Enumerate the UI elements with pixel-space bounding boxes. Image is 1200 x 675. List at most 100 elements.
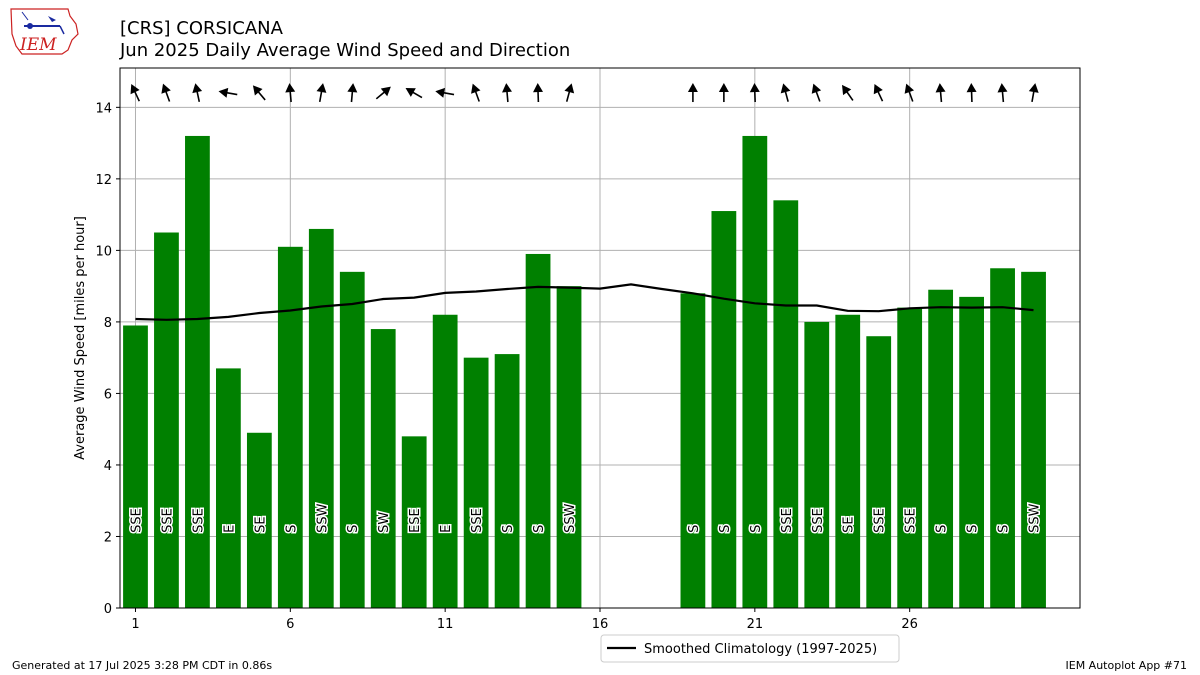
x-tick-label: 26 <box>901 617 918 632</box>
y-tick-label: 6 <box>104 387 112 402</box>
wind-bar <box>556 286 582 608</box>
direction-label: SSW <box>563 503 578 533</box>
wind-bar <box>835 314 861 608</box>
climatology-line <box>135 283 1034 321</box>
wind-arrow-icon <box>218 87 238 98</box>
direction-label: SSE <box>780 508 795 533</box>
wind-arrow-icon <box>316 83 327 103</box>
wind-bar <box>773 200 799 609</box>
wind-arrow-icon <box>997 83 1008 103</box>
direction-label: S <box>997 525 1012 533</box>
wind-bar <box>897 307 923 608</box>
legend-label: Smoothed Climatology (1997-2025) <box>644 642 877 657</box>
x-tick-label: 21 <box>747 617 764 632</box>
chart-title: Jun 2025 Daily Average Wind Speed and Di… <box>120 40 571 61</box>
iem-logo-icon: IEM <box>10 8 79 55</box>
y-tick-label: 0 <box>104 602 112 617</box>
wind-bar <box>339 271 365 608</box>
direction-label: S <box>284 525 299 533</box>
wind-arrow-icon <box>533 83 544 103</box>
direction-label: SSW <box>1028 503 1043 533</box>
wind-arrow-icon <box>718 83 729 103</box>
wind-arrow-icon <box>130 83 141 102</box>
direction-label: S <box>501 525 516 533</box>
wind-arrow-icon <box>873 83 884 102</box>
wind-arrow-icon <box>904 83 915 102</box>
wind-bar <box>246 432 272 608</box>
direction-label: SSE <box>160 508 175 533</box>
wind-arrow-icon <box>285 83 296 103</box>
direction-label: S <box>532 525 547 533</box>
direction-label: E <box>439 525 454 533</box>
wind-bar <box>463 357 489 608</box>
wind-bar <box>370 329 396 608</box>
wind-bar <box>154 232 179 609</box>
wind-bar <box>308 228 334 608</box>
wind-arrow-icon <box>192 83 203 103</box>
wind-arrow-icon <box>347 83 358 103</box>
wind-arrow-icon <box>252 85 266 101</box>
wind-bar <box>680 293 706 608</box>
wind-bar <box>216 368 241 608</box>
wind-bar <box>401 436 427 608</box>
wind-arrow-icon <box>161 83 171 102</box>
direction-label: S <box>687 525 702 533</box>
direction-label: S <box>935 525 950 533</box>
logo-text: IEM <box>19 35 57 55</box>
chart-title-station: [CRS] CORSICANA <box>120 18 283 39</box>
y-axis-ticks: 0 2 4 6 8 10 12 14 <box>95 101 120 617</box>
direction-label: SSE <box>811 508 826 533</box>
wind-arrow-icon <box>687 83 698 103</box>
wind-bar <box>494 354 520 608</box>
direction-label: SSE <box>191 508 206 533</box>
x-tick-label: 6 <box>286 617 294 632</box>
wind-bar <box>711 211 737 608</box>
wind-arrow-icon <box>966 83 977 103</box>
wind-arrow-icon <box>435 87 455 98</box>
legend-box <box>600 634 900 663</box>
direction-label: SSE <box>904 508 919 533</box>
wind-arrow-icon <box>375 86 391 100</box>
wind-arrow-icon <box>502 83 512 103</box>
wind-arrow-icon <box>842 84 854 101</box>
y-tick-label: 8 <box>104 316 112 331</box>
x-axis-ticks: 1 6 11 16 21 26 <box>131 608 918 632</box>
wind-bar <box>185 135 210 608</box>
wind-arrows <box>130 83 1039 103</box>
wind-arrow-icon <box>780 83 791 102</box>
direction-label: S <box>749 525 764 533</box>
direction-labels: SSE SSE SSE E SE S SSW S SW ESE E SSE S S SSW S S S SSE SSE… <box>128 502 1044 535</box>
direction-label: SE <box>253 516 268 532</box>
wind-arrow-icon <box>564 83 575 102</box>
y-tick-label: 10 <box>95 244 112 259</box>
wind-arrow-icon <box>749 83 760 103</box>
direction-label: SSE <box>470 508 485 533</box>
wind-bar <box>990 268 1015 608</box>
app-id: IEM Autoplot App #71 <box>1065 659 1188 672</box>
wind-bar <box>804 321 830 608</box>
wind-bar <box>959 296 984 608</box>
y-tick-label: 2 <box>104 530 112 545</box>
direction-label: SSW <box>315 503 330 533</box>
direction-label: ESE <box>408 508 423 533</box>
wind-arrow-icon <box>471 83 481 102</box>
iem-logo: IEM <box>8 6 82 62</box>
direction-label: SW <box>377 512 392 533</box>
wind-bar <box>277 246 303 608</box>
wind-bar <box>866 336 892 608</box>
direction-label: S <box>718 525 733 533</box>
wind-arrow-icon <box>811 83 822 102</box>
direction-label: SSE <box>129 508 144 533</box>
bars <box>123 135 1046 609</box>
y-tick-label: 4 <box>104 459 112 474</box>
legend: Smoothed Climatology (1997-2025) <box>600 634 900 663</box>
wind-bar <box>1021 271 1046 608</box>
y-tick-label: 12 <box>95 173 112 188</box>
direction-label: S <box>966 525 981 533</box>
direction-label: S <box>346 525 361 533</box>
generated-timestamp: Generated at 17 Jul 2025 3:28 PM CDT in … <box>12 659 273 672</box>
wind-bar <box>928 289 954 608</box>
wind-arrow-icon <box>935 83 946 103</box>
direction-label: E <box>222 525 237 533</box>
